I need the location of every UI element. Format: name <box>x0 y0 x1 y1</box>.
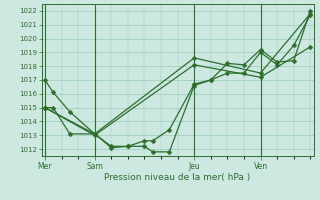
X-axis label: Pression niveau de la mer( hPa ): Pression niveau de la mer( hPa ) <box>104 173 251 182</box>
